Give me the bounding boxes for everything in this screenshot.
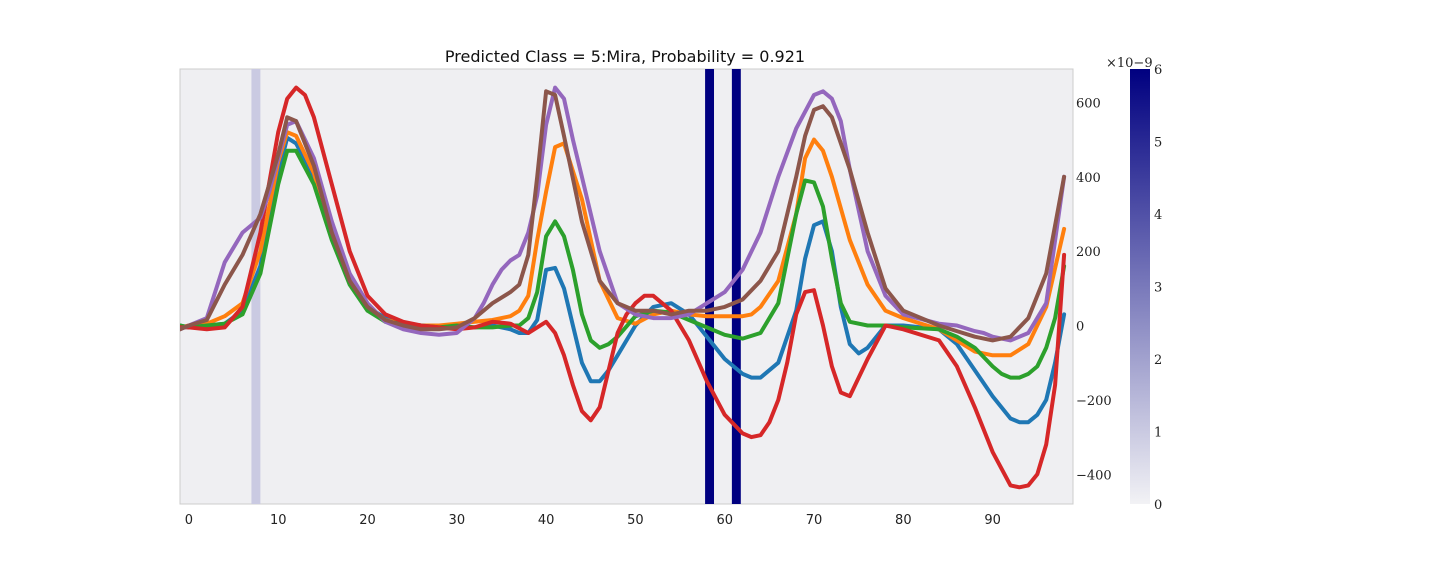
- y-axis-ticks: −400 −200 0 200 400 600: [1076, 96, 1112, 483]
- heatmap-bin-2: [731, 69, 741, 504]
- x-tick-label: 30: [449, 513, 466, 528]
- y-tick-label: 0: [1076, 320, 1084, 335]
- colorbar-tick-label: 1: [1154, 426, 1162, 441]
- colorbar-tick-label: 3: [1154, 281, 1162, 296]
- colorbar-ticks: 0 1 2 3 4 5 6: [1154, 63, 1162, 513]
- colorbar-tick-label: 4: [1154, 208, 1162, 223]
- plot-area: [179, 68, 1074, 505]
- x-tick-label: 60: [716, 513, 733, 528]
- series-line-5: [180, 89, 1067, 343]
- x-tick-label: 10: [270, 513, 287, 528]
- y-tick-label: −400: [1076, 468, 1112, 483]
- y-tick-label: 600: [1076, 96, 1101, 111]
- colorbar-tick-label: 2: [1154, 353, 1162, 368]
- series-line-3: [180, 85, 1067, 490]
- x-tick-label: 0: [185, 513, 193, 528]
- series-line-4: [180, 85, 1067, 343]
- colorbar-scale-label: ×10−9: [1106, 56, 1153, 71]
- colorbar: [1130, 69, 1150, 504]
- y-tick-label: 400: [1076, 171, 1101, 186]
- heatmap-bin-1: [705, 69, 715, 504]
- colorbar-tick-label: 5: [1154, 136, 1162, 151]
- chart-title: Predicted Class = 5:Mira, Probability = …: [445, 47, 805, 66]
- x-tick-label: 80: [895, 513, 912, 528]
- x-tick-label: 20: [359, 513, 376, 528]
- y-tick-label: −200: [1076, 394, 1112, 409]
- y-tick-label: 200: [1076, 245, 1101, 260]
- x-tick-label: 50: [627, 513, 644, 528]
- colorbar-tick-label: 6: [1154, 63, 1162, 78]
- series-lines: [180, 85, 1067, 490]
- x-tick-label: 40: [538, 513, 555, 528]
- colorbar-tick-label: 0: [1154, 498, 1162, 513]
- x-axis-ticks: 0 10 20 30 40 50 60 70 80 90: [185, 513, 1001, 528]
- x-tick-label: 90: [984, 513, 1001, 528]
- x-tick-label: 70: [806, 513, 823, 528]
